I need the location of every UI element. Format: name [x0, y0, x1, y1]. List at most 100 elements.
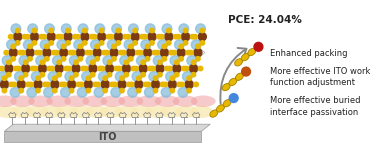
Ellipse shape	[56, 106, 78, 118]
Circle shape	[112, 44, 116, 49]
Circle shape	[92, 35, 97, 39]
Circle shape	[40, 40, 50, 49]
Circle shape	[53, 88, 57, 93]
Circle shape	[70, 56, 79, 65]
Circle shape	[10, 88, 20, 97]
Circle shape	[158, 40, 167, 49]
Ellipse shape	[25, 106, 48, 118]
Circle shape	[133, 41, 138, 45]
Circle shape	[2, 88, 7, 93]
Circle shape	[129, 57, 133, 61]
Circle shape	[9, 82, 14, 87]
Circle shape	[148, 66, 152, 71]
Circle shape	[68, 80, 76, 88]
Circle shape	[115, 72, 125, 81]
Circle shape	[191, 40, 201, 49]
Circle shape	[120, 76, 124, 80]
Circle shape	[185, 80, 193, 88]
Circle shape	[146, 82, 151, 87]
Circle shape	[148, 33, 156, 41]
Circle shape	[157, 35, 161, 39]
Circle shape	[96, 82, 100, 87]
Circle shape	[19, 76, 23, 80]
Ellipse shape	[70, 106, 93, 118]
Circle shape	[23, 35, 27, 39]
Circle shape	[191, 72, 196, 77]
Circle shape	[112, 24, 121, 34]
Circle shape	[47, 66, 52, 71]
Circle shape	[95, 44, 99, 49]
Circle shape	[129, 24, 138, 34]
Circle shape	[127, 49, 135, 57]
Circle shape	[74, 60, 78, 64]
Ellipse shape	[248, 48, 256, 56]
Circle shape	[14, 66, 18, 71]
Circle shape	[183, 41, 188, 45]
Circle shape	[4, 50, 8, 55]
Circle shape	[160, 35, 164, 39]
Circle shape	[78, 44, 83, 49]
Circle shape	[76, 49, 84, 57]
Circle shape	[100, 66, 105, 71]
Circle shape	[103, 76, 107, 80]
Circle shape	[15, 41, 20, 45]
Circle shape	[44, 88, 53, 97]
Circle shape	[189, 50, 193, 55]
Circle shape	[141, 60, 146, 64]
Circle shape	[122, 64, 130, 72]
Ellipse shape	[46, 96, 71, 107]
Circle shape	[86, 88, 91, 93]
Circle shape	[37, 50, 42, 55]
Circle shape	[66, 28, 70, 33]
Circle shape	[0, 80, 8, 88]
Circle shape	[198, 33, 206, 41]
Circle shape	[5, 64, 13, 72]
Circle shape	[0, 72, 8, 81]
Circle shape	[57, 40, 67, 49]
Circle shape	[181, 66, 186, 71]
Circle shape	[19, 56, 29, 65]
Circle shape	[43, 82, 47, 87]
Circle shape	[65, 72, 75, 81]
Circle shape	[86, 56, 96, 65]
Text: More effective buried
interface passivation: More effective buried interface passivat…	[270, 96, 361, 116]
Circle shape	[184, 66, 189, 71]
Circle shape	[74, 40, 84, 49]
Ellipse shape	[235, 73, 243, 80]
Circle shape	[36, 76, 40, 80]
Circle shape	[74, 72, 78, 77]
Circle shape	[126, 35, 130, 39]
Circle shape	[99, 41, 104, 45]
Circle shape	[7, 60, 11, 64]
Circle shape	[9, 49, 17, 57]
Circle shape	[49, 28, 53, 33]
Circle shape	[141, 40, 151, 49]
Circle shape	[177, 49, 185, 57]
Circle shape	[167, 28, 171, 33]
Circle shape	[93, 82, 98, 87]
Circle shape	[193, 35, 197, 39]
Circle shape	[16, 66, 21, 71]
Circle shape	[31, 72, 41, 81]
Circle shape	[165, 33, 173, 41]
Circle shape	[136, 76, 141, 80]
Circle shape	[146, 44, 150, 49]
Circle shape	[83, 41, 87, 45]
Circle shape	[136, 56, 146, 65]
Circle shape	[101, 80, 109, 88]
Circle shape	[107, 40, 117, 49]
Circle shape	[133, 28, 138, 33]
Circle shape	[173, 64, 181, 72]
Ellipse shape	[229, 78, 237, 86]
Circle shape	[60, 82, 64, 87]
Circle shape	[141, 72, 146, 77]
Circle shape	[22, 64, 29, 72]
Circle shape	[60, 88, 70, 97]
Circle shape	[160, 82, 165, 87]
Circle shape	[113, 82, 117, 87]
Circle shape	[105, 50, 109, 55]
Circle shape	[68, 50, 73, 55]
Circle shape	[152, 80, 160, 88]
Circle shape	[93, 49, 101, 57]
Ellipse shape	[85, 106, 108, 118]
